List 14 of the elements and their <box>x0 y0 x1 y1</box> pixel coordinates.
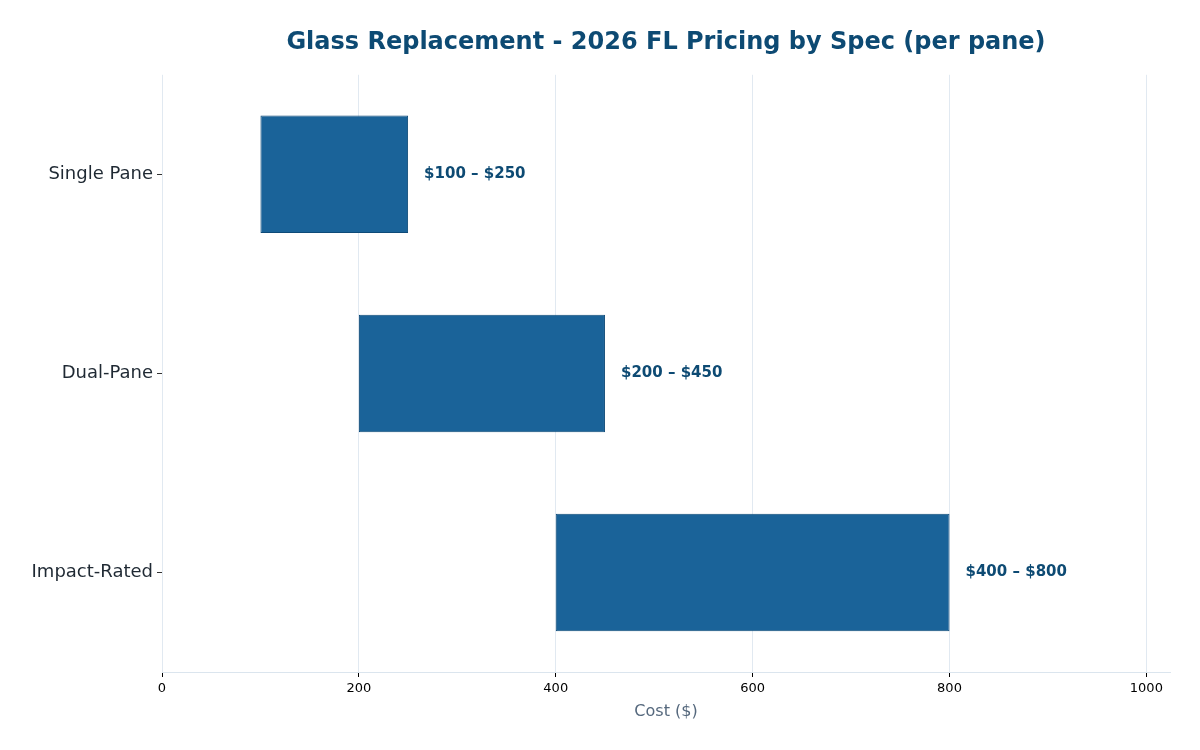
chart-title: Glass Replacement - 2026 FL Pricing by Spec (per pane) <box>286 26 1046 55</box>
y-tick-label: Single Pane <box>48 162 153 184</box>
x-axis-title: Cost ($) <box>634 700 698 720</box>
x-tick-label: 200 <box>346 680 372 696</box>
annotation: $400 – $800 <box>965 562 1067 581</box>
annotation: $200 – $450 <box>620 363 723 382</box>
x-tick-label: 400 <box>543 680 569 696</box>
x-tick-label: 600 <box>740 680 766 696</box>
annotation: $100 – $250 <box>424 164 526 183</box>
y-tick-label: Impact-Rated <box>31 560 153 582</box>
x-tick-label: 0 <box>157 680 167 696</box>
x-tick-label: 800 <box>937 680 962 696</box>
y-tick-label: Dual-Pane <box>61 361 153 383</box>
x-tick-label: 1000 <box>1129 680 1163 696</box>
